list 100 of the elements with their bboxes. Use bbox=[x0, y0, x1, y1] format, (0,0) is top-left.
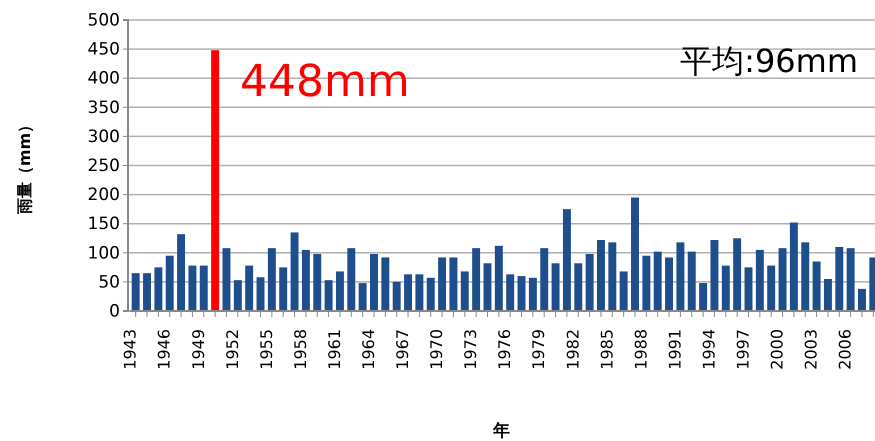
y-tick-label: 450 bbox=[88, 40, 120, 60]
x-tick-label: 2000 bbox=[768, 329, 787, 370]
y-tick-label: 50 bbox=[98, 272, 120, 292]
bar bbox=[562, 209, 571, 311]
bar bbox=[415, 274, 424, 311]
x-tick-label: 1961 bbox=[324, 329, 344, 370]
bar bbox=[654, 252, 662, 311]
bar bbox=[143, 273, 151, 311]
bar bbox=[540, 248, 548, 311]
bar bbox=[744, 267, 752, 311]
bar bbox=[154, 267, 162, 311]
bar bbox=[586, 254, 594, 311]
y-tick-label: 300 bbox=[88, 126, 120, 147]
bar bbox=[472, 248, 480, 311]
y-tick-label: 350 bbox=[88, 98, 120, 118]
bar bbox=[188, 266, 196, 311]
bar bbox=[620, 271, 628, 311]
bar bbox=[528, 278, 537, 311]
bar bbox=[676, 242, 684, 311]
bar bbox=[256, 277, 264, 311]
bar bbox=[699, 283, 708, 311]
bar bbox=[642, 256, 650, 311]
bar bbox=[846, 248, 855, 311]
y-axis-title: 雨量（mm） bbox=[15, 116, 34, 216]
bar bbox=[313, 254, 322, 311]
bar bbox=[835, 246, 844, 311]
x-tick-label: 1979 bbox=[529, 329, 548, 370]
y-tick-label: 0 bbox=[109, 301, 120, 322]
bar bbox=[336, 271, 344, 311]
bar bbox=[234, 280, 242, 311]
bar bbox=[449, 257, 458, 311]
bar bbox=[858, 288, 866, 311]
x-tick-label: 1991 bbox=[665, 329, 684, 370]
y-tick-label: 150 bbox=[88, 214, 120, 234]
bar bbox=[302, 250, 310, 311]
bar bbox=[132, 273, 140, 311]
annotation: 平均:96mm bbox=[680, 42, 858, 80]
bar bbox=[438, 257, 446, 311]
bar bbox=[631, 198, 639, 311]
bar bbox=[722, 266, 730, 311]
y-tick-label: 250 bbox=[88, 156, 120, 176]
bar bbox=[166, 256, 174, 311]
x-tick-label: 1994 bbox=[699, 329, 718, 370]
bar bbox=[688, 252, 696, 311]
bar bbox=[778, 248, 787, 311]
x-tick-label: 1946 bbox=[154, 329, 174, 370]
bar bbox=[824, 278, 832, 311]
bar bbox=[710, 240, 718, 311]
x-tick-label: 1949 bbox=[188, 329, 208, 370]
x-axis-title: 年 bbox=[492, 421, 510, 441]
y-tick-label: 100 bbox=[88, 243, 120, 264]
bar bbox=[756, 250, 764, 311]
bar bbox=[552, 263, 560, 311]
y-tick-label: 500 bbox=[88, 10, 120, 30]
bar bbox=[596, 240, 605, 311]
x-tick-label: 2003 bbox=[802, 329, 821, 370]
x-tick-label: 2006 bbox=[836, 329, 855, 370]
bar bbox=[506, 274, 514, 311]
x-tick-label: 1955 bbox=[256, 329, 276, 370]
bar bbox=[324, 280, 333, 311]
bar bbox=[484, 263, 492, 311]
x-tick-label: 1964 bbox=[358, 329, 378, 370]
bar bbox=[767, 266, 776, 311]
bar bbox=[290, 232, 299, 311]
bar bbox=[665, 257, 674, 311]
annotation: 448mm bbox=[240, 56, 410, 107]
x-tick-label: 1985 bbox=[597, 329, 616, 370]
bar bbox=[211, 50, 220, 311]
x-tick-label: 1976 bbox=[495, 329, 514, 370]
y-tick-label: 200 bbox=[88, 185, 120, 206]
bar bbox=[518, 276, 526, 311]
x-tick-label: 1952 bbox=[222, 329, 242, 370]
x-tick-label: 1997 bbox=[733, 329, 752, 370]
y-tick-label: 400 bbox=[88, 68, 120, 89]
x-tick-label: 1973 bbox=[461, 329, 480, 370]
x-tick-label: 1988 bbox=[631, 329, 650, 370]
bar bbox=[358, 283, 367, 311]
x-tick-label: 1970 bbox=[427, 329, 446, 370]
x-tick-label: 1958 bbox=[290, 329, 310, 370]
bar bbox=[574, 263, 582, 311]
bar bbox=[392, 282, 401, 311]
bar bbox=[347, 248, 356, 311]
bar bbox=[370, 254, 378, 311]
bar bbox=[460, 271, 469, 311]
bar bbox=[404, 274, 412, 311]
x-tick-label: 1943 bbox=[120, 329, 140, 370]
bar bbox=[608, 242, 616, 311]
bar bbox=[812, 262, 821, 311]
bar bbox=[222, 248, 230, 311]
bar bbox=[268, 248, 276, 311]
bar bbox=[177, 234, 186, 311]
x-tick-label: 1967 bbox=[393, 329, 412, 370]
bar bbox=[494, 246, 503, 311]
bar bbox=[426, 278, 435, 311]
bar bbox=[279, 267, 288, 311]
bar bbox=[200, 266, 208, 311]
bar bbox=[733, 238, 742, 311]
x-tick-label: 1982 bbox=[563, 329, 582, 370]
bar bbox=[801, 242, 810, 311]
bar bbox=[381, 257, 390, 311]
